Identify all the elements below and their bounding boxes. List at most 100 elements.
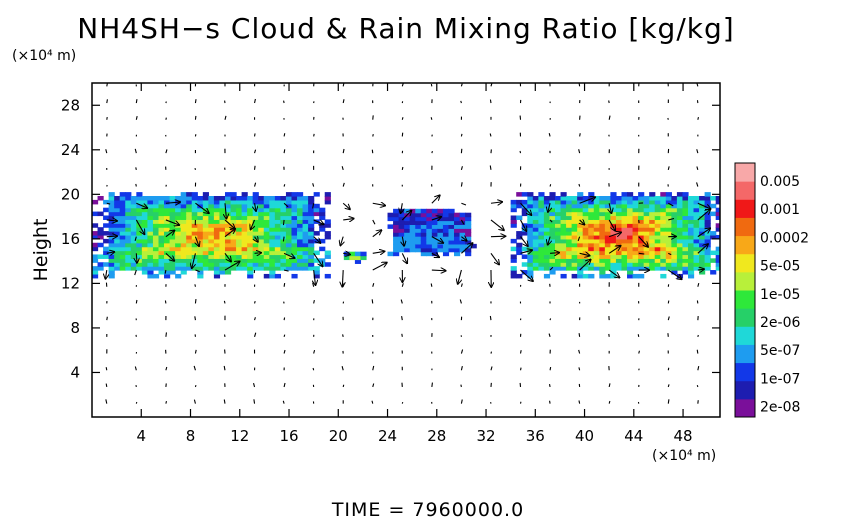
cloud-cell (582, 211, 589, 217)
cloud-cell (180, 262, 187, 267)
cloud-cell (409, 208, 416, 214)
cloud-cell (682, 196, 689, 201)
cloud-cell (224, 234, 232, 240)
cloud-cell (665, 219, 672, 224)
cloud-cell (704, 223, 711, 228)
cloud-cell (704, 246, 711, 252)
cloud-cell (152, 238, 160, 244)
cloud-cell (538, 219, 545, 224)
cloud-cell (274, 258, 281, 263)
cloud-cell (186, 238, 193, 244)
wind-vector (402, 236, 404, 246)
cloud-cell (610, 258, 617, 263)
cloud-cell (141, 234, 149, 240)
cloud-cell (230, 199, 237, 205)
colorbar-frame (734, 162, 756, 418)
cloud-cell (393, 208, 400, 214)
cloud-cell (136, 219, 143, 224)
cloud-cell (532, 196, 539, 201)
cloud-cell (208, 227, 215, 232)
cloud-cell (643, 219, 650, 224)
cloud-cell (186, 246, 193, 252)
cloud-cell (621, 192, 628, 197)
cloud-cell (197, 234, 204, 240)
cloud-cell (158, 270, 165, 275)
cloud-cell (202, 196, 209, 201)
cloud-cell (285, 242, 293, 248)
cloud-cell (566, 258, 573, 263)
cloud-cell (437, 243, 444, 249)
wind-vector (165, 252, 174, 261)
cloud-cell (302, 250, 309, 256)
cloud-cell (169, 234, 176, 240)
cloud-cell (715, 196, 720, 201)
cloud-cell (682, 215, 689, 220)
cloud-cell (627, 258, 634, 263)
cloud-cell (169, 203, 176, 209)
cloud-cell (465, 212, 472, 218)
cloud-cell (610, 234, 617, 240)
cloud-cell (610, 254, 617, 259)
wind-vector (461, 243, 472, 254)
cloud-cell (660, 273, 667, 279)
cloud-cell (654, 219, 661, 224)
wind-vector (342, 334, 344, 337)
cloud-cell (147, 258, 154, 263)
cloud-cell (465, 228, 472, 233)
cloud-cell (152, 223, 160, 228)
cloud-cell (599, 234, 606, 240)
cloud-cell (715, 266, 720, 271)
x-tick-label: 36 (526, 427, 545, 445)
cloud-cell (649, 223, 656, 228)
cloud-cell (92, 242, 99, 248)
cloud-cell (158, 219, 165, 224)
cloud-cell (291, 199, 298, 205)
cloud-cell (527, 227, 534, 232)
cloud-cell (516, 242, 523, 248)
cloud-cell (521, 211, 528, 217)
cloud-cell (125, 262, 132, 267)
cloud-cell (175, 242, 182, 248)
wind-vector (283, 349, 286, 354)
cloud-cell (280, 254, 287, 259)
cloud-cell (654, 227, 661, 232)
cloud-cell (208, 246, 215, 252)
cloud-cell (538, 199, 545, 205)
cloud-cell (593, 250, 600, 256)
cloud-cell (125, 250, 132, 256)
cloud-cell (343, 255, 350, 261)
cloud-cell (543, 273, 551, 279)
wind-vector (579, 253, 590, 255)
cloud-cell (202, 262, 209, 267)
cloud-cell (263, 227, 270, 232)
cloud-cell (599, 254, 606, 259)
cloud-cell (571, 196, 578, 201)
cloud-cell (141, 238, 149, 244)
cloud-cell (604, 215, 612, 220)
cloud-cell (431, 224, 438, 229)
wind-vector (105, 399, 108, 404)
cloud-cell (621, 203, 628, 209)
wind-vector (313, 300, 315, 304)
cloud-cell (180, 246, 187, 252)
cloud-cell (676, 266, 684, 271)
cloud-cell (588, 223, 595, 228)
cloud-cell (710, 234, 717, 240)
cloud-cell (693, 254, 700, 259)
cloud-cell (671, 242, 678, 248)
wind-vector (342, 83, 345, 87)
cloud-cell (404, 228, 411, 233)
wind-vector (106, 252, 114, 253)
cloud-cell (588, 192, 595, 197)
cloud-cell (125, 258, 132, 263)
cloud-cell (654, 215, 661, 220)
cloud-cell (108, 227, 115, 232)
wind-vector (460, 182, 463, 187)
cloud-cell (676, 223, 684, 228)
y-tick-label: 8 (70, 319, 80, 337)
wind-vector (548, 400, 551, 404)
chart-title: NH4SH−s Cloud & Rain Mixing Ratio [kg/kg… (77, 12, 734, 45)
cloud-cell (543, 250, 551, 256)
cloud-cell (141, 211, 149, 217)
cloud-cell (643, 215, 650, 220)
